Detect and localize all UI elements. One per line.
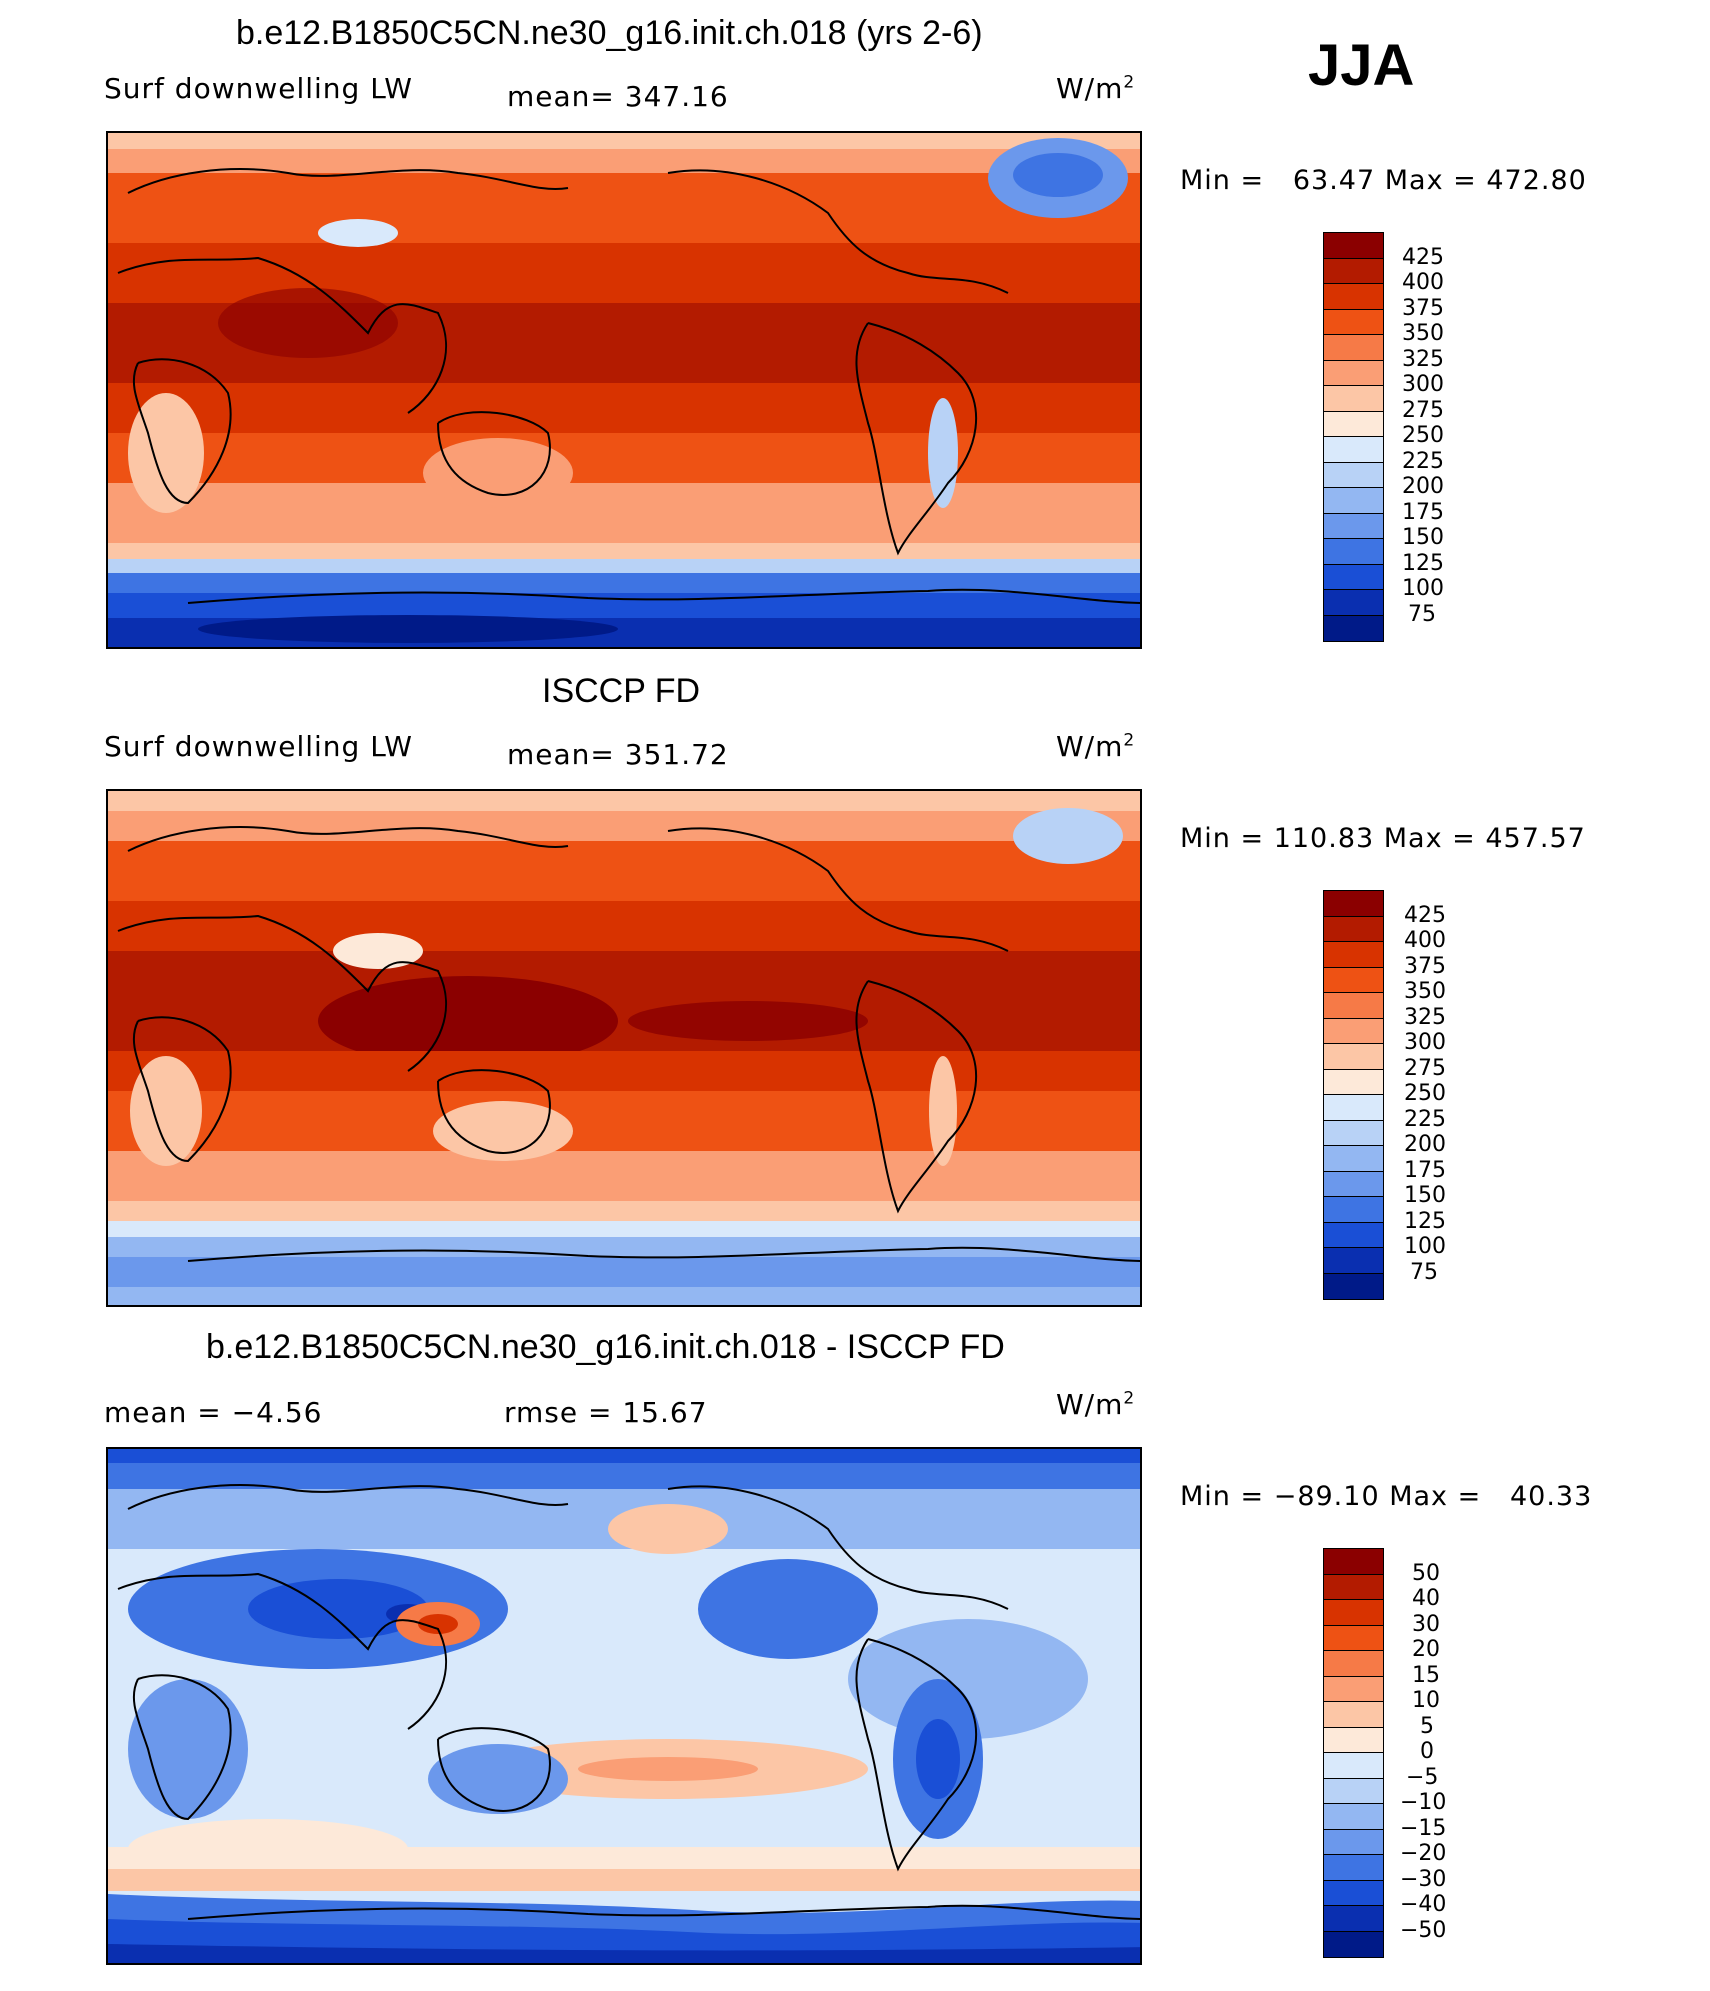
tick-label: 125 xyxy=(1402,551,1444,576)
panel-1-title: b.e12.B1850C5CN.ne30_g16.init.ch.018 (yr… xyxy=(236,14,983,52)
tick-label: 15 xyxy=(1412,1663,1440,1688)
panel-1-contour-field xyxy=(108,133,1140,647)
panel-1-variable-label: Surf downwelling LW xyxy=(104,72,413,105)
panel-1-mean-label: mean= 347.16 xyxy=(507,80,729,113)
tick-label: 250 xyxy=(1402,423,1444,448)
tick-label: 425 xyxy=(1402,245,1444,270)
tick-label: 400 xyxy=(1402,270,1444,295)
panel-2-contour-field xyxy=(108,791,1140,1305)
tick-label: 150 xyxy=(1404,1183,1446,1208)
tick-label: 100 xyxy=(1402,576,1444,601)
tick-label: 75 xyxy=(1410,1260,1438,1285)
tick-label: −10 xyxy=(1400,1790,1447,1815)
tick-label: 150 xyxy=(1402,525,1444,550)
panel-1-minmax: Min = 63.47 Max = 472.80 xyxy=(1180,165,1587,196)
panel-3-title: b.e12.B1850C5CN.ne30_g16.init.ch.018 - I… xyxy=(206,1328,1005,1366)
tick-label: 300 xyxy=(1402,372,1444,397)
tick-label: 400 xyxy=(1404,928,1446,953)
tick-label: −15 xyxy=(1400,1816,1447,1841)
tick-label: 0 xyxy=(1420,1739,1434,1764)
panel-3-rmse-label: rmse = 15.67 xyxy=(504,1396,708,1429)
tick-label: 100 xyxy=(1404,1234,1446,1259)
tick-label: −50 xyxy=(1400,1918,1447,1943)
tick-label: −40 xyxy=(1400,1892,1447,1917)
panel-2-title: ISCCP FD xyxy=(542,672,701,710)
panel-3-contour-field xyxy=(108,1449,1140,1963)
tick-label: 75 xyxy=(1408,602,1436,627)
panel-2-mean-label: mean= 351.72 xyxy=(507,738,729,771)
tick-label: 40 xyxy=(1412,1586,1440,1611)
tick-label: 30 xyxy=(1412,1612,1440,1637)
panel-3-colorbar xyxy=(1323,1548,1384,1958)
tick-label: 175 xyxy=(1402,500,1444,525)
tick-label: 200 xyxy=(1402,474,1444,499)
tick-label: 250 xyxy=(1404,1081,1446,1106)
tick-label: 20 xyxy=(1412,1637,1440,1662)
tick-label: 350 xyxy=(1402,321,1444,346)
season-label: JJA xyxy=(1308,33,1415,98)
panel-1-map xyxy=(106,131,1142,649)
tick-label: 275 xyxy=(1402,398,1444,423)
tick-label: −5 xyxy=(1406,1765,1439,1790)
panel-3-mean-label: mean = −4.56 xyxy=(104,1396,323,1429)
tick-label: 225 xyxy=(1404,1107,1446,1132)
tick-label: 325 xyxy=(1402,347,1444,372)
tick-label: 50 xyxy=(1412,1561,1440,1586)
panel-2-colorbar xyxy=(1323,890,1384,1300)
tick-label: 275 xyxy=(1404,1056,1446,1081)
panel-2-minmax: Min = 110.83 Max = 457.57 xyxy=(1180,823,1586,854)
tick-label: 10 xyxy=(1412,1688,1440,1713)
tick-label: 5 xyxy=(1420,1714,1434,1739)
tick-label: 300 xyxy=(1404,1030,1446,1055)
tick-label: −20 xyxy=(1400,1841,1447,1866)
tick-label: 425 xyxy=(1404,903,1446,928)
panel-3-map xyxy=(106,1447,1142,1965)
panel-1-units: W/m2 xyxy=(1056,72,1136,105)
tick-label: 125 xyxy=(1404,1209,1446,1234)
tick-label: 350 xyxy=(1404,979,1446,1004)
tick-label: 375 xyxy=(1404,954,1446,979)
panel-2-units: W/m2 xyxy=(1056,730,1136,763)
tick-label: 375 xyxy=(1402,296,1444,321)
panel-3-minmax: Min = −89.10 Max = 40.33 xyxy=(1180,1481,1593,1512)
tick-label: −30 xyxy=(1400,1867,1447,1892)
panel-2-variable-label: Surf downwelling LW xyxy=(104,730,413,763)
tick-label: 225 xyxy=(1402,449,1444,474)
tick-label: 200 xyxy=(1404,1132,1446,1157)
panel-1-colorbar xyxy=(1323,232,1384,642)
panel-2-map xyxy=(106,789,1142,1307)
tick-label: 325 xyxy=(1404,1005,1446,1030)
tick-label: 175 xyxy=(1404,1158,1446,1183)
panel-3-units: W/m2 xyxy=(1056,1388,1136,1421)
